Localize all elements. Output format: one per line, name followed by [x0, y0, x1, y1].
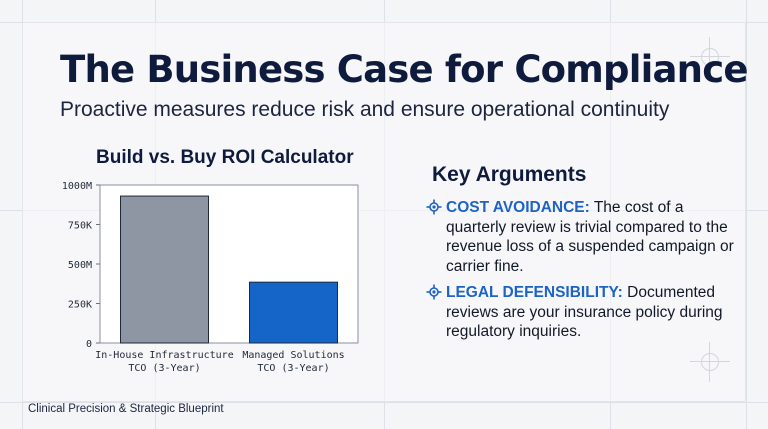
- argument-text: Documented reviews are your insurance po…: [446, 284, 723, 340]
- grid-line: [746, 0, 747, 429]
- x-tick-label: In-House Infrastructure: [95, 350, 233, 361]
- bar: [120, 195, 209, 344]
- chart-title: Build vs. Buy ROI Calculator: [96, 147, 354, 168]
- y-tick-label: 250K: [68, 300, 92, 311]
- roi-bar-chart: 0 250K 500M 750K 1000M In-House Infrastructur…: [62, 181, 359, 374]
- slide-title: The Business Case for Compliance: [60, 48, 748, 91]
- y-tick-label: 0: [86, 339, 92, 350]
- footer-text: Clinical Precision & Strategic Blueprint: [28, 403, 224, 415]
- key-arguments-title: Key Arguments: [432, 163, 587, 186]
- y-tick-label: 750K: [68, 221, 92, 232]
- target-icon: [426, 284, 442, 300]
- y-tick-label: 1000M: [62, 181, 92, 192]
- x-tick-label: TCO (3-Year): [257, 363, 329, 374]
- target-icon: [426, 199, 442, 215]
- x-tick-label: TCO (3-Year): [128, 363, 200, 374]
- argument-label: COST AVOIDANCE:: [446, 199, 590, 216]
- y-tick-label: 500M: [68, 260, 92, 271]
- bar: [249, 281, 338, 344]
- x-tick-label: Managed Solutions: [242, 350, 344, 361]
- crosshair-icon: [690, 37, 730, 77]
- argument-label: LEGAL DEFENSIBILITY:: [446, 284, 623, 301]
- argument-text: The cost of a quarterly review is trivia…: [446, 199, 734, 275]
- slide-subtitle: Proactive measures reduce risk and ensur…: [60, 98, 670, 121]
- crosshair-icon: [690, 342, 730, 382]
